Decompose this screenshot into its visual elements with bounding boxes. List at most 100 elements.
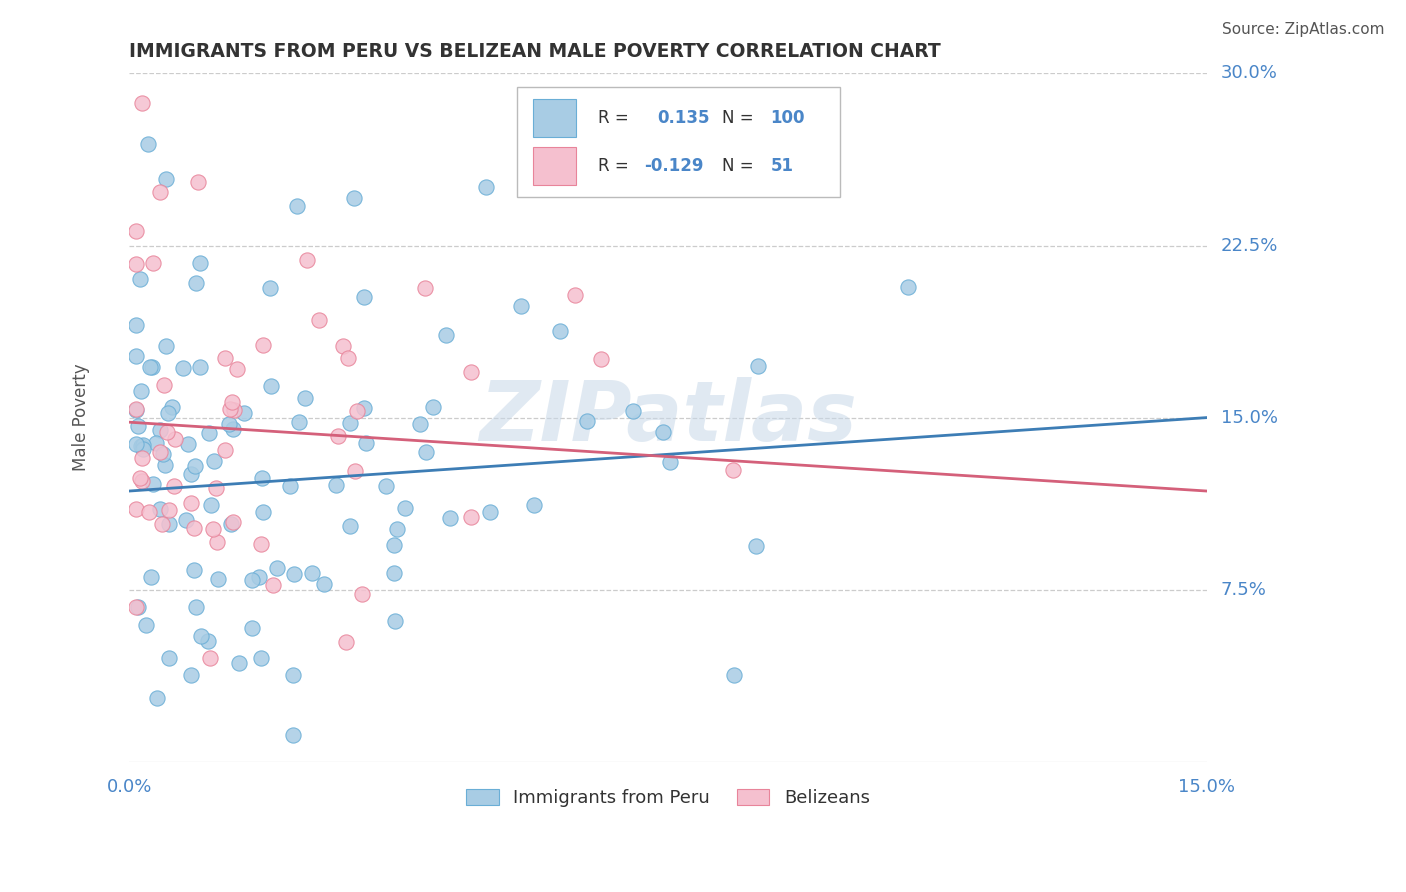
Point — [589, 351, 612, 366]
Point — [294, 391, 316, 405]
Point — [387, 522, 409, 536]
Point — [510, 299, 533, 313]
Point — [141, 570, 163, 584]
Text: -0.129: -0.129 — [644, 157, 704, 176]
Point — [131, 451, 153, 466]
Point — [479, 505, 502, 519]
Point — [314, 577, 336, 591]
Point — [183, 564, 205, 578]
Point — [180, 496, 202, 510]
Point — [301, 566, 323, 581]
Point — [288, 416, 311, 430]
Point — [394, 501, 416, 516]
Point — [174, 513, 197, 527]
Point — [125, 600, 148, 615]
Point — [339, 518, 361, 533]
Point — [250, 536, 273, 550]
Point — [658, 455, 681, 469]
Point — [263, 578, 285, 592]
Point — [157, 503, 180, 517]
Point — [375, 479, 398, 493]
Point — [141, 360, 163, 375]
Point — [125, 403, 148, 417]
Point — [326, 429, 349, 443]
Point — [747, 359, 769, 373]
Point — [142, 256, 165, 270]
Point — [125, 224, 148, 238]
Point — [240, 621, 263, 635]
Point — [228, 656, 250, 670]
Point — [346, 403, 368, 417]
Legend: Immigrants from Peru, Belizeans: Immigrants from Peru, Belizeans — [458, 782, 877, 814]
Point — [135, 618, 157, 632]
Point — [163, 432, 186, 446]
Point — [214, 351, 236, 366]
Point — [149, 501, 172, 516]
Point — [177, 437, 200, 451]
Point — [439, 511, 461, 525]
Point — [163, 479, 186, 493]
Point — [145, 436, 167, 450]
Point — [337, 351, 360, 366]
Point — [226, 362, 249, 376]
Point — [202, 453, 225, 467]
Point — [339, 416, 361, 430]
Point — [353, 290, 375, 304]
Point — [652, 425, 675, 439]
Point — [205, 481, 228, 495]
Point — [131, 475, 153, 489]
Point — [723, 668, 745, 682]
Text: R =: R = — [598, 109, 628, 128]
Point — [240, 573, 263, 587]
Point — [460, 365, 482, 379]
Point — [198, 426, 221, 441]
Text: 30.0%: 30.0% — [1220, 64, 1278, 82]
Point — [207, 534, 229, 549]
Point — [247, 570, 270, 584]
Point — [149, 185, 172, 199]
Point — [183, 459, 205, 474]
Point — [222, 402, 245, 417]
Point — [125, 318, 148, 333]
Point — [219, 517, 242, 532]
Point — [142, 477, 165, 491]
Text: N =: N = — [721, 157, 754, 176]
Text: 15.0%: 15.0% — [1220, 409, 1278, 426]
Point — [283, 728, 305, 742]
Point — [129, 384, 152, 399]
Point — [353, 401, 375, 416]
Point — [138, 505, 160, 519]
Text: 22.5%: 22.5% — [1220, 236, 1278, 254]
Point — [149, 445, 172, 459]
Point — [409, 417, 432, 431]
Point — [382, 538, 405, 552]
Point — [721, 463, 744, 477]
Text: 100: 100 — [770, 109, 804, 128]
Point — [186, 276, 208, 290]
Point — [172, 361, 194, 376]
Point — [283, 566, 305, 581]
Point — [127, 599, 149, 614]
FancyBboxPatch shape — [517, 87, 841, 197]
Point — [131, 95, 153, 110]
Point — [384, 614, 406, 628]
Point — [131, 439, 153, 453]
Point — [186, 600, 208, 615]
Point — [343, 464, 366, 478]
Point — [325, 478, 347, 492]
Point — [896, 280, 918, 294]
Point — [745, 539, 768, 553]
Point — [342, 191, 364, 205]
Point — [187, 175, 209, 189]
Point — [157, 406, 180, 420]
Text: IMMIGRANTS FROM PERU VS BELIZEAN MALE POVERTY CORRELATION CHART: IMMIGRANTS FROM PERU VS BELIZEAN MALE PO… — [129, 42, 941, 61]
Point — [190, 629, 212, 643]
Point — [252, 338, 274, 352]
Point — [145, 691, 167, 706]
Point — [332, 339, 354, 353]
Point — [188, 359, 211, 374]
Point — [219, 402, 242, 417]
Text: Male Poverty: Male Poverty — [72, 364, 90, 471]
Text: ZIPatlas: ZIPatlas — [479, 377, 856, 458]
Point — [413, 281, 436, 295]
